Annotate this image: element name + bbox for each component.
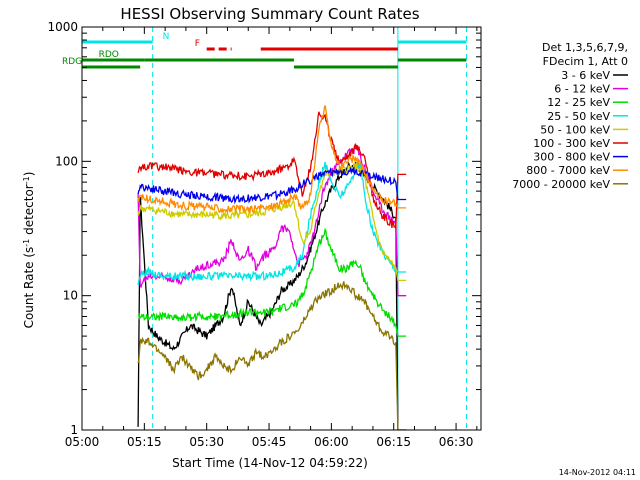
legend-label-2: 6 - 12 keV [554, 83, 610, 96]
y-tick-label-1: 1 [70, 423, 78, 437]
series-line-2 [137, 145, 407, 297]
x-tick-label-4: 05:45 [252, 435, 287, 449]
y-tick-label-2: 10 [63, 289, 78, 303]
axes-frame [81, 26, 482, 431]
legend-label-3: 12 - 25 keV [547, 96, 610, 109]
legend-label-6: 100 - 300 keV [533, 137, 610, 150]
series-line-3 [137, 227, 407, 337]
legend-label-7: 300 - 800 keV [533, 151, 610, 164]
x-tick-label-7: 06:30 [439, 435, 474, 449]
chart-title: HESSI Observing Summary Count Rates [120, 5, 419, 23]
y-tick-label-4: 1000 [47, 20, 78, 34]
x-tick-label-2: 05:15 [127, 435, 162, 449]
series-line-4 [137, 161, 407, 286]
x-tick-label-1: 05:00 [65, 435, 100, 449]
legend-label-1: 3 - 6 keV [561, 69, 610, 82]
legend-label-4: 25 - 50 keV [547, 110, 610, 123]
legend-label-9: 7000 - 20000 keV [512, 178, 610, 191]
series-line-8 [137, 105, 407, 215]
footer-timestamp: 14-Nov-2012 04:11 [559, 468, 636, 477]
series-line-9 [137, 281, 407, 430]
x-axis-label: Start Time (14-Nov-12 04:59:22) [172, 456, 368, 470]
flag-label-n: N [163, 32, 170, 42]
x-tick-label-5: 06:00 [314, 435, 349, 449]
flag-label-rdg: RDG [62, 57, 82, 67]
y-axis-label-end: ) [22, 172, 36, 177]
y-axis-label-mid: detector [22, 184, 36, 239]
legend: Det 1,3,5,6,7,9, FDecim 1, Att 0 3 - 6 k… [512, 41, 628, 191]
legend-label-5: 50 - 100 keV [540, 123, 610, 136]
y-tick-label-3: 100 [55, 154, 78, 168]
axes: 05:00 05:15 05:30 05:45 06:00 06:15 06:30 1 10 10… [47, 20, 482, 449]
y-axis-label-sup2: -1 [22, 176, 31, 184]
series-line-6 [137, 111, 407, 231]
legend-header-line-1: Det 1,3,5,6,7,9, [542, 41, 628, 54]
x-tick-label-3: 05:30 [189, 435, 224, 449]
legend-header-line-2: FDecim 1, Att 0 [543, 55, 628, 68]
y-axis-label-main: Count Rate (s [22, 247, 36, 329]
flag-label-rdo: RDO [99, 50, 119, 60]
y-axis-label-sup1: -1 [22, 239, 31, 247]
plot-area: N F RDO RDG [62, 27, 467, 430]
flag-label-f: F [195, 39, 200, 49]
legend-label-8: 800 - 7000 keV [526, 164, 610, 177]
x-tick-label-6: 06:15 [376, 435, 411, 449]
y-axis-label: Count Rate (s-1 detector-1) [22, 172, 37, 329]
